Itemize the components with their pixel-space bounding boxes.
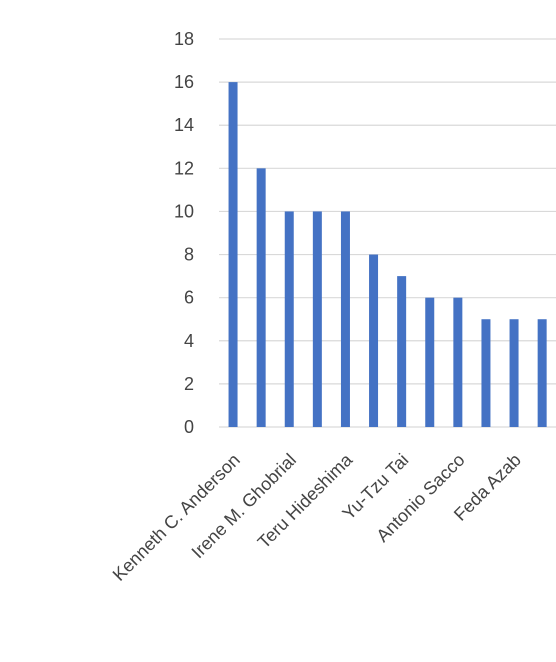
bar xyxy=(228,82,238,427)
bar xyxy=(425,297,435,427)
y-tick-label: 0 xyxy=(184,417,194,437)
bar xyxy=(453,297,463,427)
bar xyxy=(369,254,379,427)
y-tick-label: 4 xyxy=(184,331,194,351)
y-tick-label: 10 xyxy=(174,201,194,221)
bar xyxy=(340,211,350,427)
x-tick-label: Irene M. Ghobrial xyxy=(188,450,300,562)
bar xyxy=(537,319,547,427)
bar xyxy=(312,211,322,427)
x-tick-label: Teru Hideshima xyxy=(254,449,357,552)
bar xyxy=(397,276,407,427)
y-tick-label: 18 xyxy=(174,29,194,49)
bar xyxy=(509,319,519,427)
bar xyxy=(284,211,294,427)
y-tick-label: 12 xyxy=(174,158,194,178)
y-tick-label: 8 xyxy=(184,245,194,265)
y-tick-label: 16 xyxy=(174,72,194,92)
y-tick-label: 2 xyxy=(184,374,194,394)
y-tick-label: 14 xyxy=(174,115,194,135)
y-tick-label: 6 xyxy=(184,288,194,308)
bar xyxy=(256,168,266,428)
bar xyxy=(481,319,491,427)
